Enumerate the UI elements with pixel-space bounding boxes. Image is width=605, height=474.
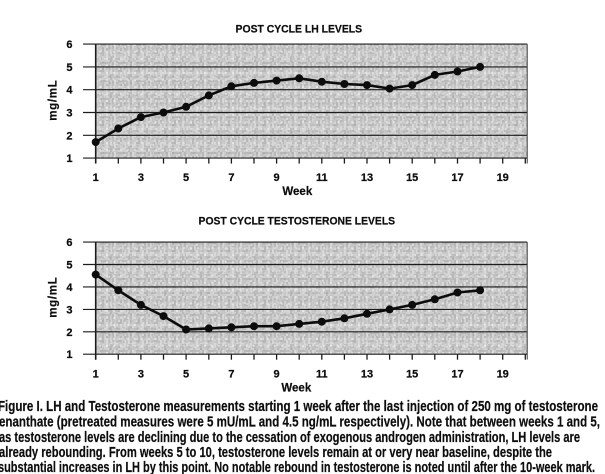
svg-text:19: 19 <box>497 172 509 184</box>
svg-text:already rebounding. From weeks: already rebounding. From weeks 5 to 10, … <box>0 444 552 461</box>
svg-text:13: 13 <box>361 369 373 381</box>
svg-text:2: 2 <box>66 327 72 339</box>
svg-text:3: 3 <box>138 172 144 184</box>
svg-text:1: 1 <box>93 172 99 184</box>
svg-text:mg/mL: mg/mL <box>48 80 60 121</box>
svg-text:POST CYCLE LH LEVELS: POST CYCLE LH LEVELS <box>236 23 363 35</box>
svg-text:19: 19 <box>497 369 509 381</box>
svg-text:7: 7 <box>228 172 234 184</box>
svg-text:17: 17 <box>451 369 463 381</box>
svg-text:11: 11 <box>316 172 328 184</box>
svg-text:as testosterone levels are dec: as testosterone levels are declining due… <box>0 429 580 446</box>
svg-text:4: 4 <box>66 282 73 294</box>
svg-text:4: 4 <box>66 85 73 97</box>
svg-text:1: 1 <box>93 369 99 381</box>
svg-text:1: 1 <box>66 349 72 361</box>
svg-text:enanthate (pretreated measures: enanthate (pretreated measures were 5 mU… <box>0 414 600 431</box>
svg-text:9: 9 <box>274 172 280 184</box>
svg-text:POST CYCLE TESTOSTERONE LEVELS: POST CYCLE TESTOSTERONE LEVELS <box>199 215 396 227</box>
svg-text:5: 5 <box>66 62 72 74</box>
svg-text:17: 17 <box>451 172 463 184</box>
svg-text:Figure I. LH and Testosterone: Figure I. LH and Testosterone measuremen… <box>0 398 598 415</box>
svg-text:5: 5 <box>66 260 72 272</box>
svg-text:3: 3 <box>138 369 144 381</box>
svg-text:6: 6 <box>66 39 72 51</box>
svg-text:6: 6 <box>66 237 72 249</box>
svg-text:9: 9 <box>274 369 280 381</box>
svg-text:2: 2 <box>66 130 72 142</box>
svg-text:11: 11 <box>316 369 328 381</box>
svg-text:Week: Week <box>282 186 312 198</box>
svg-text:15: 15 <box>406 172 418 184</box>
svg-text:15: 15 <box>406 369 418 381</box>
svg-text:Week: Week <box>281 383 311 395</box>
svg-text:mg/mL: mg/mL <box>48 277 60 318</box>
svg-text:5: 5 <box>183 369 189 381</box>
svg-text:5: 5 <box>183 172 189 184</box>
svg-text:3: 3 <box>66 108 72 120</box>
svg-text:substantial increases in LH by: substantial increases in LH by this poin… <box>0 459 595 474</box>
svg-text:1: 1 <box>66 153 72 165</box>
svg-text:3: 3 <box>66 304 72 316</box>
svg-text:7: 7 <box>228 369 234 381</box>
svg-text:13: 13 <box>361 172 373 184</box>
